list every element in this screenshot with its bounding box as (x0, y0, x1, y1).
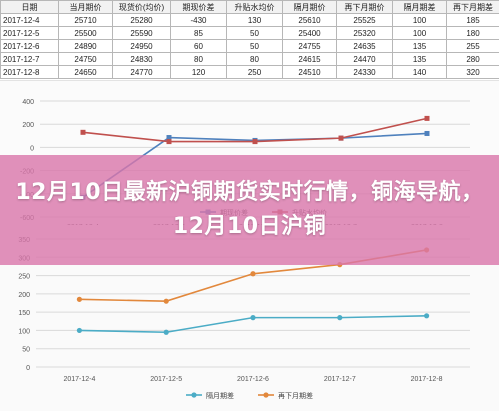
data-point (76, 327, 82, 334)
x-tick-label: 2017-12-5 (150, 376, 182, 383)
legend-marker (191, 392, 197, 398)
legend-label: 隔月期差 (206, 391, 234, 400)
table-row: 2017-12-4 25710 25280 -430 130 25610 25525 100 1… (0, 13, 499, 27)
y-tick-label: 200 (22, 122, 34, 129)
value-cell[interactable]: 25320 (336, 26, 393, 40)
value-cell[interactable]: 25500 (58, 26, 113, 40)
value-cell[interactable]: 135 (392, 39, 447, 53)
column-header: 再下月期差 (446, 0, 499, 14)
table-row: 2017-12-8 24650 24770 120 250 24510 24330 140 32… (0, 65, 499, 79)
value-cell[interactable]: 25610 (282, 13, 337, 27)
date-cell[interactable]: 2017-12-4 (0, 13, 59, 27)
value-cell[interactable]: -430 (170, 13, 227, 27)
data-point (252, 139, 258, 145)
value-cell[interactable]: 280 (446, 52, 499, 66)
value-cell[interactable]: 320 (446, 65, 499, 79)
value-cell[interactable]: 135 (392, 52, 447, 66)
data-point (163, 329, 169, 335)
value-cell[interactable]: 50 (226, 26, 283, 40)
data-point (163, 298, 169, 304)
table-row: 2017-12-6 24890 24950 60 50 24755 24635 135 255 (0, 39, 499, 53)
x-tick-label: 2017-12-7 (324, 376, 356, 383)
value-cell[interactable]: 24330 (336, 65, 393, 79)
value-cell[interactable]: 25590 (112, 26, 171, 40)
value-cell[interactable]: 180 (446, 26, 499, 40)
value-cell[interactable]: 24890 (58, 39, 113, 53)
value-cell[interactable]: 255 (446, 39, 499, 53)
legend-label: 再下月期差 (278, 391, 313, 400)
column-header: 当月期价 (58, 0, 113, 14)
y-tick-label: 0 (30, 145, 34, 152)
x-tick-label: 2017-12-6 (237, 376, 269, 383)
y-tick-label: 150 (18, 310, 30, 317)
value-cell[interactable]: 130 (226, 13, 283, 27)
data-point (250, 271, 256, 277)
column-header: 现货价(均价) (112, 0, 171, 14)
date-cell[interactable]: 2017-12-8 (0, 65, 59, 79)
column-header: 升贴水均价 (226, 0, 283, 14)
value-cell[interactable]: 250 (226, 65, 283, 79)
y-tick-label: 400 (22, 99, 34, 106)
column-header: 隔月期差 (392, 0, 447, 14)
column-header: 期现价差 (170, 0, 227, 14)
column-header: 隔月期价 (282, 0, 337, 14)
data-table: 日期 当月期价 现货价(均价) 期现价差 升贴水均价 隔月期价 再下月期价 隔月… (0, 0, 499, 79)
y-tick-label: 0 (26, 365, 30, 372)
data-point (338, 135, 344, 141)
y-tick-label: 200 (18, 292, 30, 299)
data-point (166, 135, 172, 141)
value-cell[interactable]: 24750 (58, 52, 113, 66)
value-cell[interactable]: 24650 (58, 65, 113, 79)
headline-text: 12月10日最新沪铜期货实时行情，铜海导航，12月10日沪铜 (15, 180, 484, 239)
data-point (76, 296, 82, 302)
date-cell[interactable]: 2017-12-6 (0, 39, 59, 53)
data-point (250, 315, 256, 321)
y-tick-label: 250 (18, 274, 30, 281)
value-cell[interactable]: 25710 (58, 13, 113, 27)
value-cell[interactable]: 100 (392, 13, 447, 27)
value-cell[interactable]: 24950 (112, 39, 171, 53)
x-tick-label: 2017-12-8 (411, 376, 443, 383)
y-tick-label: 100 (18, 328, 30, 335)
value-cell[interactable]: 25525 (336, 13, 393, 27)
data-point (80, 129, 86, 135)
value-cell[interactable]: 25400 (282, 26, 337, 40)
value-cell[interactable]: 85 (170, 26, 227, 40)
legend-marker (263, 392, 269, 398)
date-cell[interactable]: 2017-12-7 (0, 52, 59, 66)
table-header-row: 日期 当月期价 现货价(均价) 期现价差 升贴水均价 隔月期价 再下月期价 隔月… (0, 0, 499, 14)
value-cell[interactable]: 60 (170, 39, 227, 53)
value-cell[interactable]: 24755 (282, 39, 337, 53)
data-point (337, 315, 343, 321)
table-row: 2017-12-7 24750 24830 80 80 24615 24470 135 280 (0, 52, 499, 66)
y-tick-label: 50 (22, 347, 30, 354)
value-cell[interactable]: 24510 (282, 65, 337, 79)
value-cell[interactable]: 24770 (112, 65, 171, 79)
value-cell[interactable]: 100 (392, 26, 447, 40)
value-cell[interactable]: 25280 (112, 13, 171, 27)
value-cell[interactable]: 120 (170, 65, 227, 79)
data-point (166, 139, 172, 145)
x-tick-label: 2017-12-4 (63, 376, 95, 383)
value-cell[interactable]: 24830 (112, 52, 171, 66)
value-cell[interactable]: 24635 (336, 39, 393, 53)
value-cell[interactable]: 50 (226, 39, 283, 53)
value-cell[interactable]: 185 (446, 13, 499, 27)
column-header: 再下月期价 (336, 0, 393, 14)
column-header: 日期 (0, 0, 59, 14)
headline-banner: 12月10日最新沪铜期货实时行情，铜海导航，12月10日沪铜 (0, 155, 499, 265)
value-cell[interactable]: 24470 (336, 52, 393, 66)
data-point (424, 115, 430, 121)
data-point (424, 130, 430, 136)
value-cell[interactable]: 80 (226, 52, 283, 66)
value-cell[interactable]: 80 (170, 52, 227, 66)
spreadsheet-table-region: 日期 当月期价 现货价(均价) 期现价差 升贴水均价 隔月期价 再下月期价 隔月… (0, 0, 499, 80)
value-cell[interactable]: 140 (392, 65, 447, 79)
data-point (424, 313, 430, 319)
table-row: 2017-12-5 25500 25590 85 50 25400 25320 100 180 (0, 26, 499, 40)
value-cell[interactable]: 24615 (282, 52, 337, 66)
date-cell[interactable]: 2017-12-5 (0, 26, 59, 40)
